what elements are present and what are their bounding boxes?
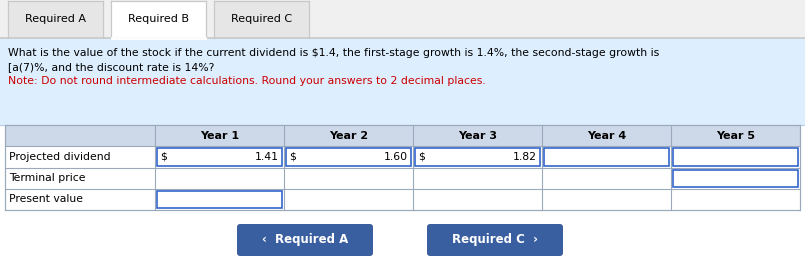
- Bar: [0, 38, 805, 125]
- Text: Present value: Present value: [9, 194, 83, 204]
- Text: What is the value of the stock if the current dividend is $1.4, the first-stage : What is the value of the stock if the cu…: [8, 48, 659, 58]
- Bar: [157, 148, 282, 166]
- Bar: [673, 148, 798, 166]
- Text: Year 3: Year 3: [458, 131, 497, 141]
- Bar: [673, 170, 798, 187]
- Bar: [0, 0, 805, 38]
- Text: $: $: [160, 152, 167, 162]
- Text: Projected dividend: Projected dividend: [9, 152, 110, 162]
- Bar: [8, 1, 103, 38]
- Text: Required B: Required B: [128, 15, 189, 25]
- Text: Note: Do not round intermediate calculations. Round your answers to 2 decimal pl: Note: Do not round intermediate calculat…: [8, 76, 485, 86]
- Text: $: $: [418, 152, 425, 162]
- Text: Terminal price: Terminal price: [9, 173, 85, 183]
- Bar: [5, 125, 800, 210]
- Bar: [5, 125, 800, 146]
- Text: Year 5: Year 5: [716, 131, 755, 141]
- Text: Year 2: Year 2: [329, 131, 368, 141]
- Text: [a(7)%, and the discount rate is 14%?: [a(7)%, and the discount rate is 14%?: [8, 62, 214, 72]
- Text: ‹  Required A: ‹ Required A: [262, 234, 348, 247]
- Bar: [111, 1, 206, 38]
- Text: Year 4: Year 4: [587, 131, 626, 141]
- Text: 1.60: 1.60: [384, 152, 408, 162]
- Bar: [5, 125, 800, 210]
- Text: Required A: Required A: [25, 15, 86, 25]
- FancyBboxPatch shape: [427, 224, 563, 256]
- Bar: [544, 148, 669, 166]
- Text: 1.41: 1.41: [255, 152, 279, 162]
- Text: $: $: [289, 152, 296, 162]
- Text: Year 1: Year 1: [200, 131, 239, 141]
- FancyBboxPatch shape: [237, 224, 373, 256]
- Text: Required C  ›: Required C ›: [452, 234, 538, 247]
- Text: Required C: Required C: [231, 15, 292, 25]
- Bar: [415, 148, 540, 166]
- Text: 1.82: 1.82: [513, 152, 537, 162]
- Bar: [286, 148, 411, 166]
- Bar: [157, 191, 282, 208]
- Bar: [214, 1, 309, 38]
